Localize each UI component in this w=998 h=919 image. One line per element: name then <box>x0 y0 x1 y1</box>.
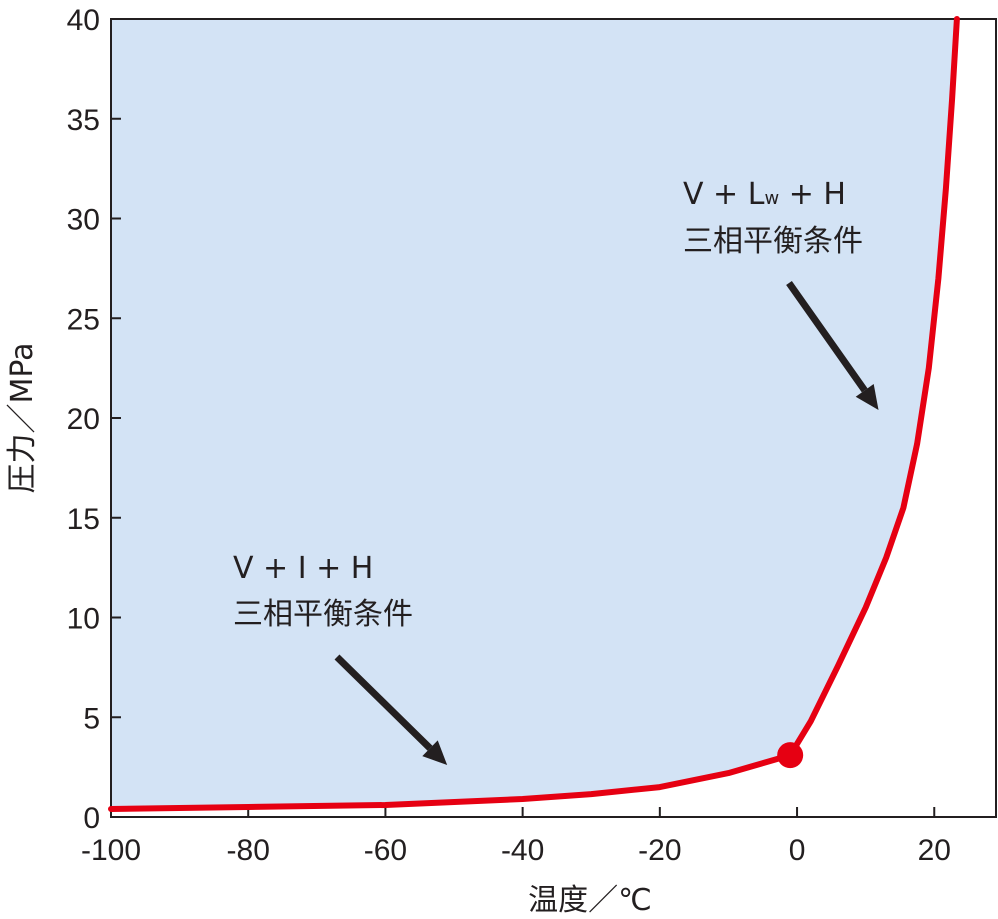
annotation-2-line1: V + Lw + H <box>683 177 846 212</box>
y-axis-tick-labels: 0 5 10 15 20 25 30 35 40 <box>67 4 100 835</box>
x-tick-label: 20 <box>918 834 951 867</box>
x-tick-label: -60 <box>364 834 407 867</box>
y-tick-label: 30 <box>67 204 100 237</box>
y-tick-label: 0 <box>83 802 100 835</box>
annotation-2-line1-subscript: w <box>764 188 779 209</box>
x-tick-label: -40 <box>501 834 544 867</box>
y-tick-label: 40 <box>67 4 100 37</box>
arrow-shaft <box>786 280 868 393</box>
y-tick-label: 25 <box>67 303 100 336</box>
y-tick-label: 10 <box>67 603 100 636</box>
y-tick-label: 5 <box>83 702 100 735</box>
equilibrium-curve <box>108 16 960 812</box>
x-tick-label: -80 <box>227 834 270 867</box>
y-tick-label: 20 <box>67 403 100 436</box>
x-tick-label: -100 <box>81 834 141 867</box>
annotation-2-line1-main: V + L <box>683 177 765 212</box>
annotation-2-line1-tail: + H <box>779 177 846 212</box>
annotation-2-line2: 三相平衡条件 <box>683 224 863 259</box>
x-tick-label: 0 <box>789 834 806 867</box>
arrow-head <box>855 384 879 411</box>
annotation-1-line1: V + I + H <box>233 551 373 586</box>
y-axis-title: 圧力／MPa <box>5 342 40 493</box>
y-tick-label: 35 <box>67 104 100 137</box>
arrow-head <box>422 740 448 766</box>
y-tick-label: 15 <box>67 503 100 536</box>
annotation-2-arrow <box>786 280 879 411</box>
y-axis-ticks <box>111 18 121 818</box>
arrow-shaft <box>334 654 433 751</box>
annotation-1-line2: 三相平衡条件 <box>233 597 413 632</box>
x-tick-label: -20 <box>638 834 681 867</box>
quadruple-point-marker <box>777 742 804 769</box>
hydrate-stable-region <box>111 19 957 809</box>
x-axis-tick-labels: -100 -80 -60 -40 -20 0 20 <box>81 834 951 867</box>
x-axis-title: 温度／℃ <box>528 883 652 918</box>
annotation-1-arrow <box>334 654 448 766</box>
